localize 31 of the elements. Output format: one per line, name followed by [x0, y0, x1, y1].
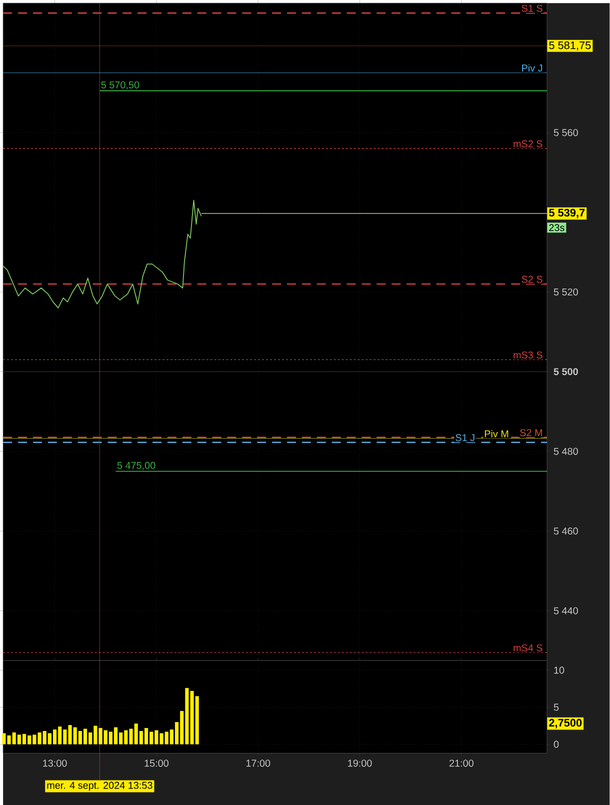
- ref-line-label: S1 J: [456, 434, 474, 442]
- y-tick-label: 5: [554, 704, 559, 711]
- x-tick-label: 15:00: [144, 760, 169, 767]
- ref-line-label: S2 S: [522, 276, 542, 283]
- y-tick-label: 5 440: [554, 607, 578, 614]
- ref-line-label: S1 S: [522, 4, 542, 12]
- ref-line-label: mS3 S: [514, 351, 542, 359]
- ref-line-label: Piv M: [485, 430, 508, 438]
- x-tick-label: 19:00: [348, 760, 372, 767]
- y-tick-label: 5 560: [554, 129, 578, 136]
- ref-line-label: Piv J: [522, 64, 542, 72]
- ref-line-label: S2 M: [520, 429, 542, 436]
- x-tick-label: 13:00: [43, 760, 67, 767]
- y-tick-label: 5 460: [554, 528, 578, 535]
- annotation: 5 539,7: [549, 208, 585, 218]
- annotation: 5 581,75: [549, 41, 591, 50]
- y-tick-label: 5 480: [554, 448, 578, 455]
- text: 2,7500: [549, 718, 582, 728]
- annotation: 5 570,50: [101, 81, 140, 90]
- ref-line-label: mer. 4 sept. 2024 13:53: [47, 782, 152, 791]
- y-tick-label: 10: [554, 666, 564, 674]
- y-tick-label: 0: [554, 740, 559, 748]
- text: 23s: [549, 224, 564, 232]
- y-tick-label: 5 520: [554, 288, 578, 296]
- x-tick-label: 17:00: [246, 760, 270, 767]
- annotation: 5 475,00: [117, 462, 156, 470]
- x-tick-label: 21:00: [450, 760, 474, 767]
- ref-line-label: mS2 S: [514, 140, 542, 148]
- line-series: [2, 200, 202, 308]
- y-tick-label: 5 500: [554, 368, 578, 376]
- ref-line-label: mS4 S: [514, 644, 542, 652]
